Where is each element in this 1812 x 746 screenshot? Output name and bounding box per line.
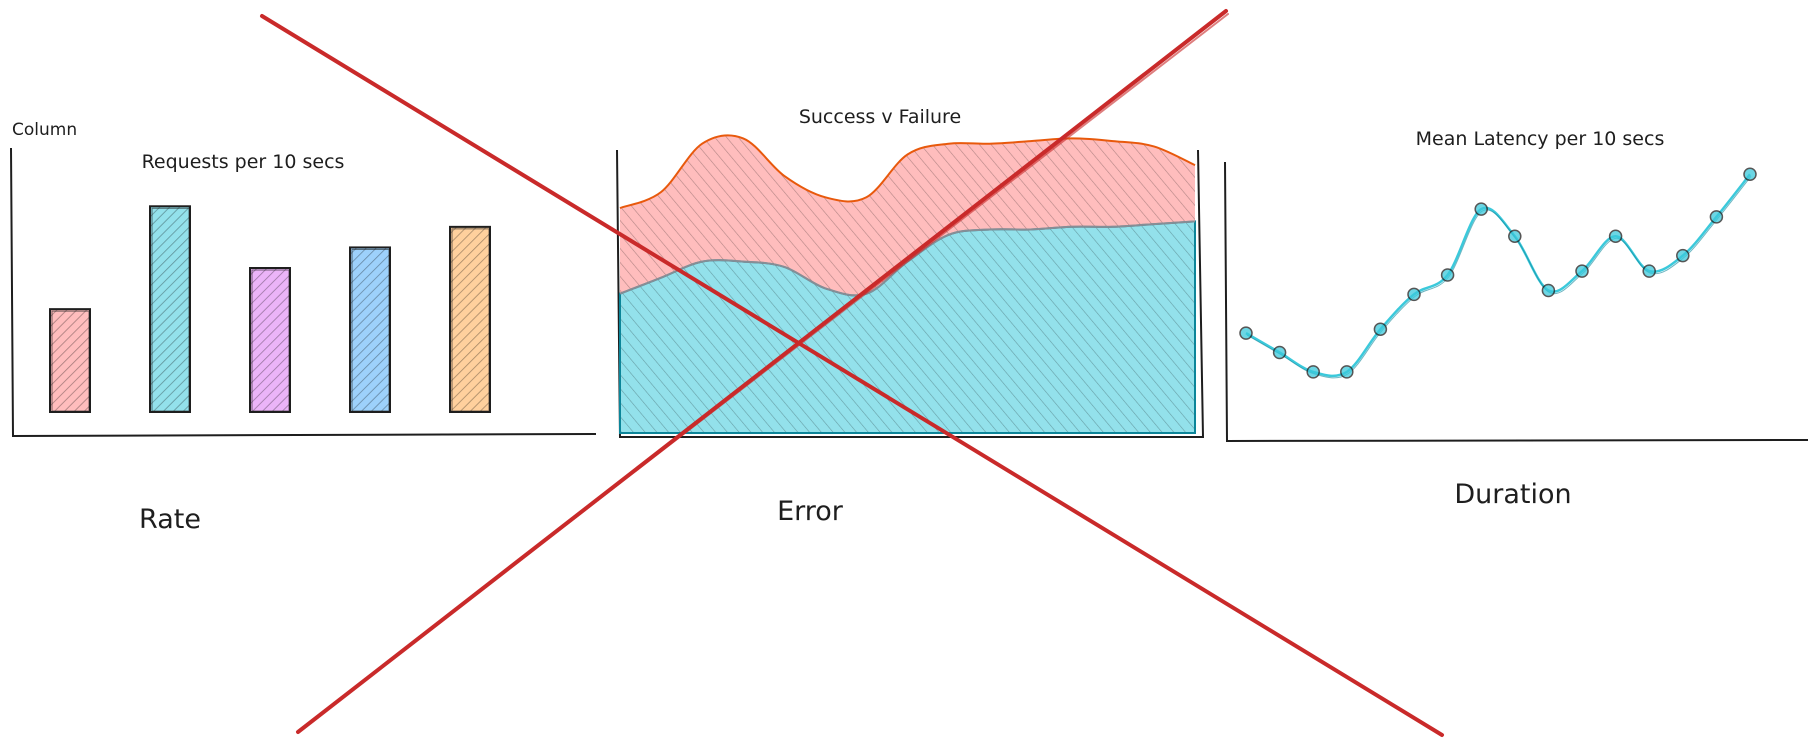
latency-point-9 <box>1508 229 1522 243</box>
latency-point-7 <box>1440 268 1455 282</box>
bar-1-outline <box>49 308 91 413</box>
cross-line-1-sketch <box>262 16 1442 735</box>
bar-chart-axes <box>10 147 597 438</box>
latency-point-2 <box>1272 345 1287 360</box>
latency-point-16 <box>1743 167 1757 181</box>
bar-3-hatch <box>250 268 290 412</box>
bar-1-sketch <box>51 310 90 412</box>
area-series-1-hatch <box>620 221 1195 433</box>
line-chart-axes <box>1224 161 1809 443</box>
line-series <box>1239 167 1757 379</box>
latency-point-4 <box>1340 365 1354 379</box>
latency-point-13 <box>1642 264 1656 278</box>
bar-3-sketch <box>251 269 290 412</box>
bar-5-sketch <box>451 228 490 412</box>
panel-label-duration: Duration <box>1454 479 1571 510</box>
bar-2-sketch <box>151 207 190 412</box>
strike-through-cross <box>260 9 1444 737</box>
latency-point-11 <box>1575 264 1589 278</box>
latency-point-12 <box>1608 229 1623 243</box>
latency-point-6 <box>1407 287 1421 302</box>
bar-5-outline <box>449 225 491 413</box>
area-series <box>619 134 1196 434</box>
bar-3-outline <box>249 267 291 413</box>
latency-line <box>1245 173 1751 378</box>
cross-line-2-sketch <box>299 13 1229 731</box>
bar-4-outline <box>349 246 391 413</box>
bar-chart-title: Requests per 10 secs <box>142 151 345 173</box>
latency-line-sketch <box>1246 175 1752 379</box>
latency-point-3 <box>1306 365 1320 379</box>
line-chart: Mean Latency per 10 secs <box>1224 128 1809 443</box>
area-series-2-hatch <box>620 135 1195 296</box>
bar-series <box>49 205 491 413</box>
latency-point-8 <box>1474 202 1488 216</box>
bar-chart: Requests per 10 secs <box>10 147 597 438</box>
area-chart-axes <box>616 149 1205 438</box>
bar-5-hatch <box>450 226 490 412</box>
panel-label-rate: Rate <box>139 504 201 535</box>
line-chart-title: Mean Latency per 10 secs <box>1416 128 1665 150</box>
area-chart-title: Success v Failure <box>799 106 961 128</box>
latency-point-15 <box>1709 210 1724 224</box>
latency-point-14 <box>1676 248 1690 263</box>
bar-1-hatch <box>50 309 90 412</box>
column-label: Column <box>12 120 77 140</box>
bar-2-outline <box>149 205 191 413</box>
latency-point-5 <box>1373 322 1388 336</box>
latency-point-1 <box>1239 326 1253 340</box>
latency-point-10 <box>1541 283 1556 298</box>
bar-2-hatch <box>150 206 190 412</box>
area-chart: Success v Failure <box>616 106 1205 438</box>
bar-4-sketch <box>351 248 390 412</box>
panel-label-error: Error <box>777 496 844 527</box>
bar-4-hatch <box>350 247 390 412</box>
area-series-2-outline <box>619 134 1196 209</box>
